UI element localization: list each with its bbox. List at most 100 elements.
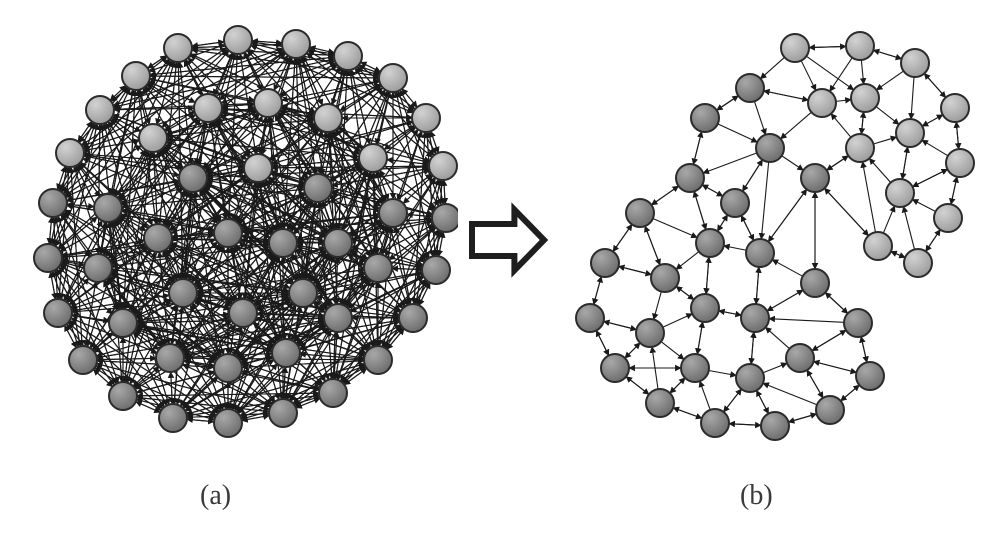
edge xyxy=(902,147,907,179)
edge xyxy=(717,96,739,110)
node xyxy=(816,396,844,424)
node xyxy=(946,149,974,177)
edge xyxy=(594,277,602,305)
node xyxy=(224,26,252,54)
edge xyxy=(831,114,851,138)
edge xyxy=(724,389,742,412)
edge xyxy=(760,57,784,78)
node xyxy=(214,219,242,247)
edge xyxy=(754,101,765,134)
edge xyxy=(782,156,804,170)
edge xyxy=(645,226,660,265)
node xyxy=(844,309,872,337)
node xyxy=(846,32,874,60)
edge xyxy=(694,191,706,229)
node xyxy=(941,94,969,122)
edge xyxy=(913,169,948,186)
node xyxy=(324,304,352,332)
edge xyxy=(729,424,761,426)
edge xyxy=(861,112,863,134)
edge xyxy=(51,272,56,299)
node xyxy=(179,164,207,192)
edge xyxy=(187,419,214,421)
edge xyxy=(863,162,876,232)
node xyxy=(646,389,674,417)
node xyxy=(626,199,654,227)
node xyxy=(721,189,749,217)
node xyxy=(851,84,879,112)
edge xyxy=(903,207,914,250)
node xyxy=(156,344,184,372)
edge xyxy=(765,327,789,348)
edge xyxy=(444,180,445,204)
node xyxy=(229,299,257,327)
edge xyxy=(619,266,652,274)
node xyxy=(39,189,67,217)
node xyxy=(214,409,242,437)
edge xyxy=(873,50,901,59)
node xyxy=(808,89,836,117)
edge xyxy=(809,46,846,47)
network-panel-a xyxy=(28,18,458,458)
edge xyxy=(719,311,742,316)
edge xyxy=(924,73,945,97)
node xyxy=(334,42,362,70)
node xyxy=(576,304,604,332)
edge xyxy=(613,224,632,251)
node xyxy=(886,179,914,207)
node xyxy=(701,409,729,437)
edge xyxy=(693,132,701,165)
node xyxy=(324,229,352,257)
node xyxy=(801,269,829,297)
node xyxy=(856,362,884,390)
node xyxy=(691,104,719,132)
node xyxy=(864,232,892,260)
edge xyxy=(626,377,649,395)
node xyxy=(761,412,789,440)
node xyxy=(591,249,619,277)
node xyxy=(94,194,122,222)
node xyxy=(904,249,932,277)
edge xyxy=(751,332,754,364)
node xyxy=(304,174,332,202)
node xyxy=(269,229,297,257)
edge xyxy=(769,319,844,323)
edge xyxy=(192,42,224,46)
node xyxy=(651,264,679,292)
edge xyxy=(439,232,444,257)
node xyxy=(801,164,829,192)
edge xyxy=(764,91,809,100)
network-panel-b xyxy=(560,18,980,458)
node xyxy=(122,62,150,90)
edge xyxy=(807,370,823,398)
node xyxy=(364,346,392,374)
edge xyxy=(756,267,759,304)
edge xyxy=(956,122,958,149)
node xyxy=(144,224,172,252)
edge xyxy=(926,230,940,252)
node xyxy=(846,134,874,162)
edge xyxy=(663,314,693,327)
edge xyxy=(827,156,849,170)
node xyxy=(379,64,407,92)
edge xyxy=(700,381,710,410)
edge xyxy=(767,290,803,311)
edge xyxy=(709,371,736,376)
edge xyxy=(743,160,763,191)
node xyxy=(901,49,929,77)
edge xyxy=(869,158,890,182)
node xyxy=(84,254,112,282)
edge xyxy=(697,322,702,354)
edge xyxy=(703,153,757,173)
node xyxy=(319,379,347,407)
node xyxy=(422,256,450,284)
edge xyxy=(861,337,867,363)
caption-b: (b) xyxy=(740,480,773,512)
edge xyxy=(763,383,817,405)
edge xyxy=(741,216,753,241)
node xyxy=(781,34,809,62)
edge xyxy=(922,115,943,126)
node xyxy=(109,309,137,337)
transform-arrow-icon xyxy=(468,200,548,280)
node xyxy=(429,152,457,180)
